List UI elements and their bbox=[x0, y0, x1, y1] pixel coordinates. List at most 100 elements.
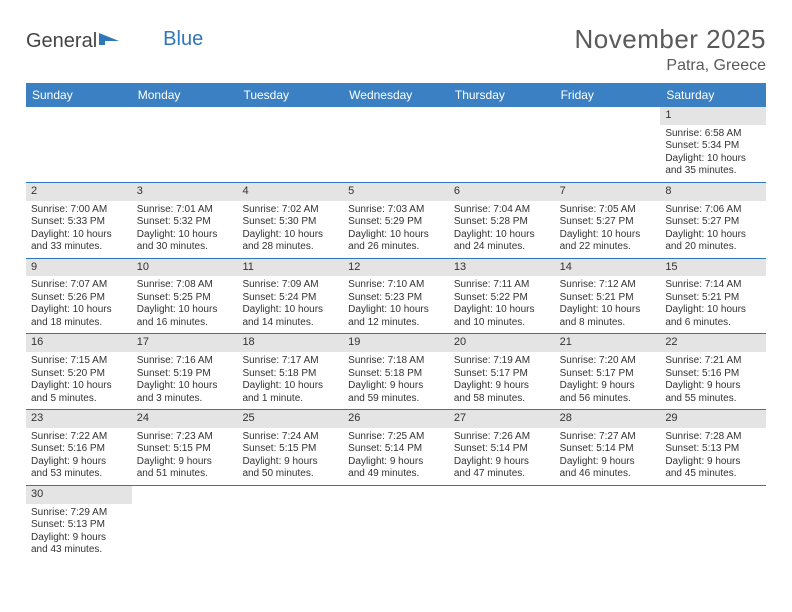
day-day1: Daylight: 10 hours bbox=[31, 380, 127, 393]
day-day2: and 28 minutes. bbox=[242, 241, 338, 254]
day-number: 12 bbox=[343, 259, 449, 277]
day-day1: Daylight: 9 hours bbox=[665, 456, 761, 469]
weekday-header: Sunday bbox=[26, 83, 132, 107]
day-day2: and 20 minutes. bbox=[665, 241, 761, 254]
day-sunrise: Sunrise: 7:22 AM bbox=[31, 431, 127, 444]
day-sunset: Sunset: 5:32 PM bbox=[137, 216, 233, 229]
weekday-header: Saturday bbox=[660, 83, 766, 107]
day-day2: and 5 minutes. bbox=[31, 393, 127, 406]
day-sunset: Sunset: 5:25 PM bbox=[137, 292, 233, 305]
day-sunrise: Sunrise: 7:01 AM bbox=[137, 204, 233, 217]
day-sunset: Sunset: 5:17 PM bbox=[560, 368, 656, 381]
day-sunset: Sunset: 5:18 PM bbox=[242, 368, 338, 381]
day-sunset: Sunset: 5:33 PM bbox=[31, 216, 127, 229]
week-row: 2Sunrise: 7:00 AMSunset: 5:33 PMDaylight… bbox=[26, 183, 766, 259]
day-sunset: Sunset: 5:14 PM bbox=[560, 443, 656, 456]
logo: General Blue bbox=[26, 24, 203, 53]
day-sunset: Sunset: 5:24 PM bbox=[242, 292, 338, 305]
day-day1: Daylight: 10 hours bbox=[454, 304, 550, 317]
day-sunset: Sunset: 5:15 PM bbox=[137, 443, 233, 456]
day-day1: Daylight: 10 hours bbox=[348, 229, 444, 242]
day-cell: 7Sunrise: 7:05 AMSunset: 5:27 PMDaylight… bbox=[555, 183, 661, 258]
day-sunrise: Sunrise: 7:09 AM bbox=[242, 279, 338, 292]
day-day1: Daylight: 9 hours bbox=[137, 456, 233, 469]
day-cell: 4Sunrise: 7:02 AMSunset: 5:30 PMDaylight… bbox=[237, 183, 343, 258]
day-cell: 22Sunrise: 7:21 AMSunset: 5:16 PMDayligh… bbox=[660, 334, 766, 409]
day-number: 9 bbox=[26, 259, 132, 277]
day-sunrise: Sunrise: 7:12 AM bbox=[560, 279, 656, 292]
day-cell bbox=[660, 486, 766, 561]
weekday-header: Wednesday bbox=[343, 83, 449, 107]
day-sunrise: Sunrise: 7:05 AM bbox=[560, 204, 656, 217]
day-sunset: Sunset: 5:13 PM bbox=[31, 519, 127, 532]
day-sunset: Sunset: 5:16 PM bbox=[31, 443, 127, 456]
day-cell bbox=[449, 486, 555, 561]
day-day2: and 53 minutes. bbox=[31, 468, 127, 481]
day-cell: 5Sunrise: 7:03 AMSunset: 5:29 PMDaylight… bbox=[343, 183, 449, 258]
day-sunset: Sunset: 5:17 PM bbox=[454, 368, 550, 381]
day-sunrise: Sunrise: 7:28 AM bbox=[665, 431, 761, 444]
day-number: 29 bbox=[660, 410, 766, 428]
day-sunrise: Sunrise: 7:16 AM bbox=[137, 355, 233, 368]
day-number: 13 bbox=[449, 259, 555, 277]
day-sunrise: Sunrise: 7:23 AM bbox=[137, 431, 233, 444]
week-row: 1Sunrise: 6:58 AMSunset: 5:34 PMDaylight… bbox=[26, 107, 766, 183]
day-cell: 9Sunrise: 7:07 AMSunset: 5:26 PMDaylight… bbox=[26, 259, 132, 334]
day-sunrise: Sunrise: 7:29 AM bbox=[31, 507, 127, 520]
weekday-header-row: SundayMondayTuesdayWednesdayThursdayFrid… bbox=[26, 83, 766, 107]
day-number: 4 bbox=[237, 183, 343, 201]
weekday-header: Tuesday bbox=[237, 83, 343, 107]
day-day1: Daylight: 9 hours bbox=[454, 456, 550, 469]
day-sunrise: Sunrise: 7:03 AM bbox=[348, 204, 444, 217]
day-number: 26 bbox=[343, 410, 449, 428]
day-day1: Daylight: 10 hours bbox=[665, 304, 761, 317]
day-cell: 11Sunrise: 7:09 AMSunset: 5:24 PMDayligh… bbox=[237, 259, 343, 334]
day-day1: Daylight: 10 hours bbox=[31, 229, 127, 242]
day-number: 27 bbox=[449, 410, 555, 428]
logo-text-b: Blue bbox=[163, 28, 203, 51]
day-sunset: Sunset: 5:28 PM bbox=[454, 216, 550, 229]
day-cell bbox=[343, 107, 449, 182]
day-cell: 30Sunrise: 7:29 AMSunset: 5:13 PMDayligh… bbox=[26, 486, 132, 561]
day-day2: and 49 minutes. bbox=[348, 468, 444, 481]
day-number: 1 bbox=[660, 107, 766, 125]
day-sunset: Sunset: 5:22 PM bbox=[454, 292, 550, 305]
day-number: 15 bbox=[660, 259, 766, 277]
day-day2: and 59 minutes. bbox=[348, 393, 444, 406]
day-day1: Daylight: 9 hours bbox=[348, 456, 444, 469]
day-day2: and 43 minutes. bbox=[31, 544, 127, 557]
day-cell: 24Sunrise: 7:23 AMSunset: 5:15 PMDayligh… bbox=[132, 410, 238, 485]
day-sunrise: Sunrise: 7:17 AM bbox=[242, 355, 338, 368]
day-sunrise: Sunrise: 7:02 AM bbox=[242, 204, 338, 217]
day-cell bbox=[26, 107, 132, 182]
location: Patra, Greece bbox=[575, 57, 767, 75]
day-number: 19 bbox=[343, 334, 449, 352]
day-day1: Daylight: 10 hours bbox=[454, 229, 550, 242]
day-day2: and 6 minutes. bbox=[665, 317, 761, 330]
day-day2: and 14 minutes. bbox=[242, 317, 338, 330]
day-cell: 19Sunrise: 7:18 AMSunset: 5:18 PMDayligh… bbox=[343, 334, 449, 409]
day-sunset: Sunset: 5:27 PM bbox=[560, 216, 656, 229]
day-cell: 8Sunrise: 7:06 AMSunset: 5:27 PMDaylight… bbox=[660, 183, 766, 258]
day-cell: 27Sunrise: 7:26 AMSunset: 5:14 PMDayligh… bbox=[449, 410, 555, 485]
day-sunrise: Sunrise: 7:24 AM bbox=[242, 431, 338, 444]
day-cell: 3Sunrise: 7:01 AMSunset: 5:32 PMDaylight… bbox=[132, 183, 238, 258]
day-day1: Daylight: 10 hours bbox=[242, 304, 338, 317]
day-day2: and 22 minutes. bbox=[560, 241, 656, 254]
day-cell bbox=[237, 486, 343, 561]
day-day2: and 1 minute. bbox=[242, 393, 338, 406]
week-row: 23Sunrise: 7:22 AMSunset: 5:16 PMDayligh… bbox=[26, 410, 766, 486]
day-sunset: Sunset: 5:21 PM bbox=[560, 292, 656, 305]
day-day2: and 56 minutes. bbox=[560, 393, 656, 406]
day-sunset: Sunset: 5:13 PM bbox=[665, 443, 761, 456]
day-number: 14 bbox=[555, 259, 661, 277]
day-day2: and 24 minutes. bbox=[454, 241, 550, 254]
day-day1: Daylight: 10 hours bbox=[665, 153, 761, 166]
day-cell bbox=[237, 107, 343, 182]
day-number: 25 bbox=[237, 410, 343, 428]
day-day1: Daylight: 9 hours bbox=[665, 380, 761, 393]
day-cell: 13Sunrise: 7:11 AMSunset: 5:22 PMDayligh… bbox=[449, 259, 555, 334]
day-sunset: Sunset: 5:16 PM bbox=[665, 368, 761, 381]
day-day2: and 46 minutes. bbox=[560, 468, 656, 481]
day-cell bbox=[555, 107, 661, 182]
